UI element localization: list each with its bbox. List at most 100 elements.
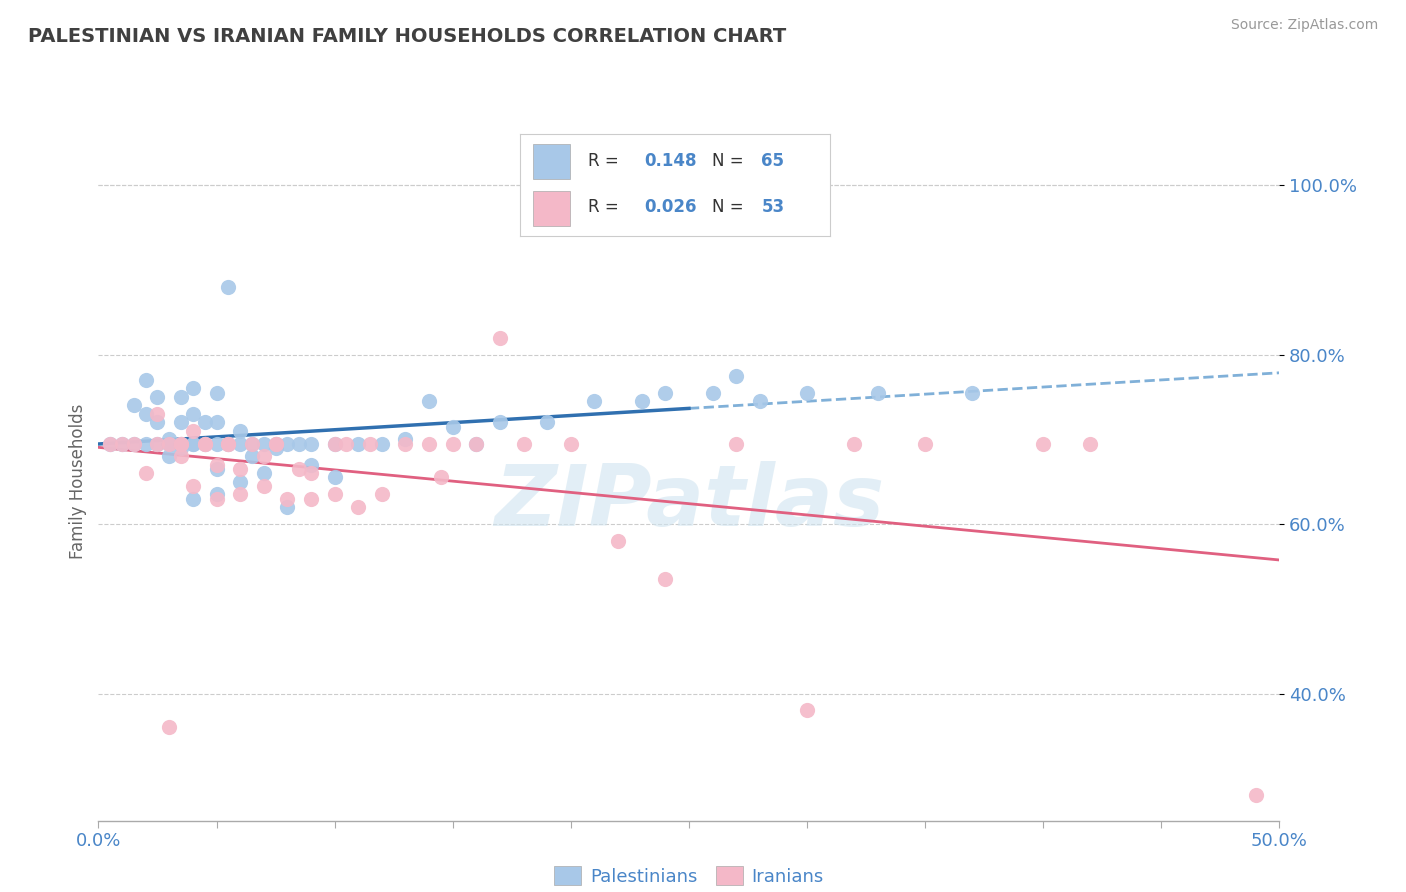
- Point: [418, 394, 440, 409]
- Point: [465, 436, 488, 450]
- Point: [866, 385, 889, 400]
- Point: [299, 458, 322, 472]
- Legend: Palestinians, Iranians: Palestinians, Iranians: [547, 859, 831, 892]
- Point: [229, 475, 252, 489]
- Point: [122, 436, 145, 450]
- Point: [181, 436, 204, 450]
- Point: [181, 436, 204, 450]
- Point: [654, 385, 676, 400]
- Point: [135, 436, 157, 450]
- Point: [181, 479, 204, 493]
- Point: [323, 436, 346, 450]
- Text: 53: 53: [762, 198, 785, 216]
- Point: [844, 436, 866, 450]
- Point: [264, 436, 287, 450]
- Point: [217, 436, 239, 450]
- Text: ZIPatlas: ZIPatlas: [494, 460, 884, 543]
- Point: [654, 572, 676, 586]
- Point: [229, 462, 252, 476]
- Text: 0.148: 0.148: [644, 152, 696, 170]
- Point: [1244, 789, 1267, 803]
- Point: [98, 436, 121, 450]
- Point: [264, 436, 287, 450]
- Point: [111, 436, 134, 450]
- Point: [299, 491, 322, 506]
- Point: [181, 424, 204, 438]
- Point: [170, 441, 193, 455]
- Point: [323, 470, 346, 484]
- Point: [146, 416, 169, 430]
- Point: [323, 436, 346, 450]
- Point: [170, 450, 193, 464]
- Point: [1080, 436, 1102, 450]
- Point: [607, 533, 630, 548]
- FancyBboxPatch shape: [533, 144, 569, 179]
- Point: [347, 436, 370, 450]
- Point: [430, 470, 453, 484]
- Point: [217, 436, 239, 450]
- Point: [299, 466, 322, 480]
- Point: [170, 436, 193, 450]
- Point: [181, 382, 204, 396]
- Point: [288, 436, 311, 450]
- Point: [157, 436, 180, 450]
- Point: [394, 433, 416, 447]
- Point: [299, 436, 322, 450]
- Point: [194, 436, 217, 450]
- Point: [276, 500, 298, 514]
- Point: [276, 436, 298, 450]
- Point: [229, 436, 252, 450]
- Point: [205, 462, 228, 476]
- Text: R =: R =: [588, 152, 624, 170]
- Point: [98, 436, 121, 450]
- Point: [146, 436, 169, 450]
- Point: [170, 436, 193, 450]
- Point: [536, 416, 558, 430]
- Text: Source: ZipAtlas.com: Source: ZipAtlas.com: [1230, 18, 1378, 32]
- Point: [725, 368, 748, 383]
- Point: [205, 385, 228, 400]
- Point: [441, 436, 464, 450]
- Point: [560, 436, 582, 450]
- Point: [796, 385, 818, 400]
- Point: [157, 433, 180, 447]
- Point: [111, 436, 134, 450]
- Point: [240, 450, 263, 464]
- Point: [240, 436, 263, 450]
- Point: [122, 398, 145, 412]
- Point: [264, 441, 287, 455]
- Text: R =: R =: [588, 198, 624, 216]
- Point: [418, 436, 440, 450]
- Point: [217, 436, 239, 450]
- Point: [465, 436, 488, 450]
- Point: [347, 500, 370, 514]
- Point: [181, 407, 204, 421]
- Point: [157, 450, 180, 464]
- Point: [194, 436, 217, 450]
- FancyBboxPatch shape: [533, 191, 569, 226]
- Point: [264, 436, 287, 450]
- Point: [205, 491, 228, 506]
- Point: [229, 424, 252, 438]
- Point: [394, 436, 416, 450]
- Point: [135, 373, 157, 387]
- Point: [146, 436, 169, 450]
- Point: [512, 436, 534, 450]
- Point: [229, 487, 252, 501]
- Point: [205, 436, 228, 450]
- Point: [205, 487, 228, 501]
- Text: 65: 65: [762, 152, 785, 170]
- Point: [748, 394, 770, 409]
- Point: [135, 407, 157, 421]
- Y-axis label: Family Households: Family Households: [69, 404, 87, 559]
- Text: PALESTINIAN VS IRANIAN FAMILY HOUSEHOLDS CORRELATION CHART: PALESTINIAN VS IRANIAN FAMILY HOUSEHOLDS…: [28, 27, 786, 45]
- Text: N =: N =: [711, 198, 749, 216]
- Point: [253, 436, 276, 450]
- Point: [205, 416, 228, 430]
- Point: [796, 703, 818, 717]
- Point: [135, 466, 157, 480]
- Point: [702, 385, 724, 400]
- Point: [253, 479, 276, 493]
- Point: [371, 436, 394, 450]
- Point: [157, 721, 180, 735]
